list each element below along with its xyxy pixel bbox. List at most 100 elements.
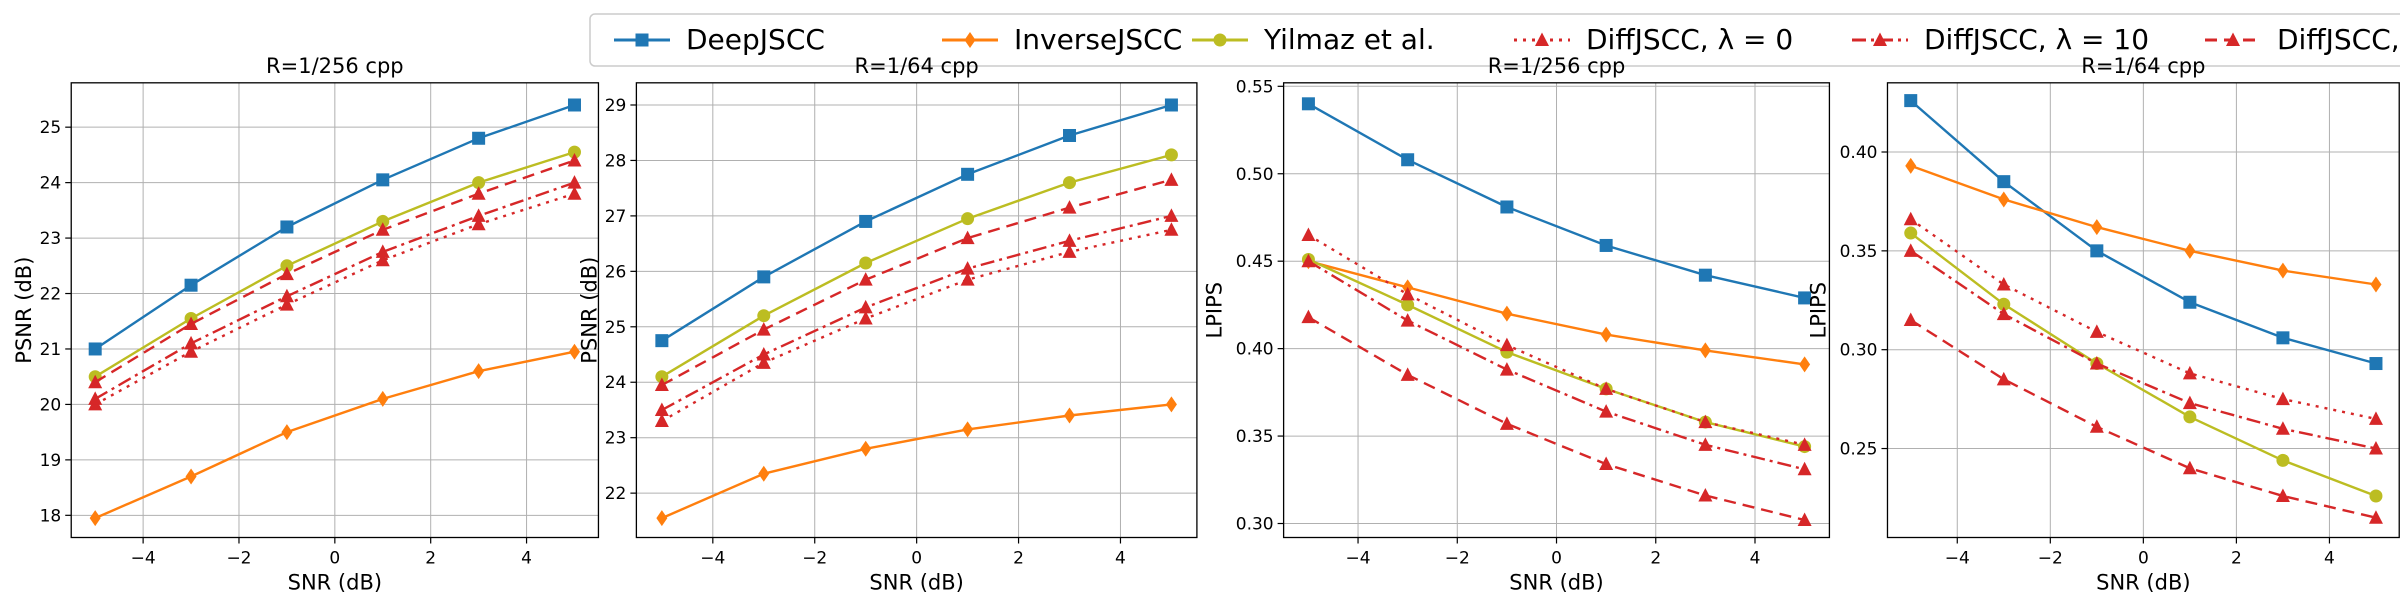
series-deepjscc xyxy=(1301,97,1812,305)
point-deepjscc xyxy=(184,278,198,292)
point-diffjscc-lambda-50 xyxy=(567,152,582,167)
y-tick-label: 26 xyxy=(605,262,627,282)
grid xyxy=(1887,82,2400,538)
point-deepjscc xyxy=(961,167,975,181)
point-diffjscc-lambda-50 xyxy=(1164,172,1179,186)
point-diffjscc-lambda-10 xyxy=(654,402,669,416)
x-tick-label: −4 xyxy=(131,549,156,569)
y-tick-label: 24 xyxy=(40,174,62,194)
point-inversejscc xyxy=(2091,219,2103,236)
point-diffjscc-lambda-10 xyxy=(1499,362,1514,376)
line-diffjscc-lambda-0 xyxy=(1307,233,1805,446)
line-diffjscc-lambda-10 xyxy=(1307,260,1805,471)
point-diffjscc-lambda-0 xyxy=(1698,414,1713,429)
point-inversejscc xyxy=(1600,326,1612,343)
subplot-title: R=1/256 cpp xyxy=(266,54,404,78)
point-diffjscc-lambda-50 xyxy=(654,377,669,392)
legend-label-deepjscc: DeepJSCC xyxy=(686,23,825,56)
point-diffjscc-lambda-50 xyxy=(471,186,486,200)
point-deepjscc xyxy=(655,334,669,348)
point-inversejscc xyxy=(2184,242,2196,259)
point-diffjscc-lambda-10 xyxy=(88,391,103,405)
grid xyxy=(636,82,1197,538)
legend-item-yilmaz-et-al: Yilmaz et al. xyxy=(1192,23,1435,56)
legend-label-inversejscc: InverseJSCC xyxy=(1014,23,1182,56)
point-deepjscc xyxy=(859,214,873,228)
legend-marker-inversejscc xyxy=(964,32,976,48)
point-diffjscc-lambda-10 xyxy=(960,261,975,275)
series-diffjscc-lambda-0 xyxy=(1301,227,1812,451)
legend-label-diffjscc-lambda-50: DiffJSCC, λ = 50 xyxy=(2277,23,2400,56)
line-diffjscc-lambda-0 xyxy=(661,228,1172,423)
legend-item-diffjscc-lambda-10: DiffJSCC, λ = 10 xyxy=(1852,23,2149,56)
point-diffjscc-lambda-0 xyxy=(2182,365,2197,380)
point-diffjscc-lambda-10 xyxy=(1698,437,1713,451)
line-diffjscc-lambda-0 xyxy=(1910,218,2377,421)
y-tick-label: 0.40 xyxy=(1840,143,1878,163)
y-tick-label: 22 xyxy=(40,285,62,305)
legend-item-inversejscc: InverseJSCC xyxy=(942,23,1182,56)
series-deepjscc xyxy=(88,98,581,356)
y-tick-label: 23 xyxy=(40,229,62,249)
point-diffjscc-lambda-0 xyxy=(184,344,199,358)
point-diffjscc-lambda-10 xyxy=(279,288,294,303)
series-diffjscc-lambda-0 xyxy=(654,222,1179,428)
point-deepjscc xyxy=(567,98,581,112)
point-diffjscc-lambda-0 xyxy=(471,216,486,231)
x-tick-label: −2 xyxy=(2038,549,2063,569)
line-yilmaz-et-al xyxy=(1307,258,1805,448)
point-deepjscc xyxy=(757,270,771,284)
point-diffjscc-lambda-50 xyxy=(1499,416,1514,430)
point-diffjscc-lambda-50 xyxy=(184,316,199,331)
series-yilmaz-et-al xyxy=(655,148,1178,384)
point-inversejscc xyxy=(568,343,580,360)
point-yilmaz-et-al xyxy=(376,214,390,228)
x-tick-label: 4 xyxy=(1750,549,1761,569)
point-diffjscc-lambda-0 xyxy=(1903,211,1918,226)
point-yilmaz-et-al xyxy=(280,259,294,273)
point-deepjscc xyxy=(376,173,390,187)
series-diffjscc-lambda-50 xyxy=(1903,312,2383,524)
legend-marker-diffjscc-lambda-0 xyxy=(1535,32,1549,46)
point-deepjscc xyxy=(280,220,294,234)
point-diffjscc-lambda-50 xyxy=(1903,312,1918,327)
line-yilmaz-et-al xyxy=(661,153,1172,378)
line-deepjscc xyxy=(1909,99,2377,365)
point-diffjscc-lambda-0 xyxy=(375,252,390,267)
y-tick-label: 22 xyxy=(605,484,627,504)
subplot-3: −4 −2 0 2 4 0.30 0.35 0.40 0.45 0.50 0.55 R=1/256 c… xyxy=(1203,54,1831,595)
subplot-title: R=1/256 cpp xyxy=(1488,54,1626,78)
point-inversejscc xyxy=(1998,191,2010,208)
line-diffjscc-lambda-0 xyxy=(94,192,575,406)
point-diffjscc-lambda-10 xyxy=(375,244,390,258)
y-tick-label: 0.25 xyxy=(1840,440,1878,460)
legend-marker-diffjscc-lambda-10 xyxy=(1873,32,1887,46)
point-deepjscc xyxy=(1698,268,1712,282)
point-inversejscc xyxy=(1699,342,1711,359)
series-diffjscc-lambda-50 xyxy=(654,172,1179,392)
point-deepjscc xyxy=(2090,244,2104,258)
y-tick-label: 0.30 xyxy=(1840,341,1878,361)
y-tick-label: 0.45 xyxy=(1236,252,1274,272)
x-axis-label: SNR (dB) xyxy=(2096,571,2190,595)
point-diffjscc-lambda-0 xyxy=(654,413,669,428)
subplot-title: R=1/64 cpp xyxy=(855,54,979,78)
point-yilmaz-et-al xyxy=(655,370,669,384)
y-axis-label: LPIPS xyxy=(1203,282,1227,339)
point-diffjscc-lambda-50 xyxy=(2089,419,2104,433)
point-inversejscc xyxy=(473,363,485,380)
point-diffjscc-lambda-50 xyxy=(1996,371,2011,386)
legend-marker-yilmaz-et-al xyxy=(1213,33,1227,47)
point-yilmaz-et-al xyxy=(859,256,873,270)
series-diffjscc-lambda-10 xyxy=(1903,243,2383,455)
point-yilmaz-et-al xyxy=(472,176,486,190)
legend-item-diffjscc-lambda-0: DiffJSCC, λ = 0 xyxy=(1514,23,1793,56)
point-yilmaz-et-al xyxy=(2276,453,2290,467)
point-yilmaz-et-al xyxy=(1401,298,1415,312)
series-diffjscc-lambda-10 xyxy=(1301,253,1812,476)
point-diffjscc-lambda-0 xyxy=(567,186,582,200)
point-inversejscc xyxy=(1165,396,1177,413)
point-diffjscc-lambda-0 xyxy=(1499,337,1514,352)
y-tick-label: 20 xyxy=(40,395,62,415)
point-deepjscc xyxy=(2276,331,2290,345)
